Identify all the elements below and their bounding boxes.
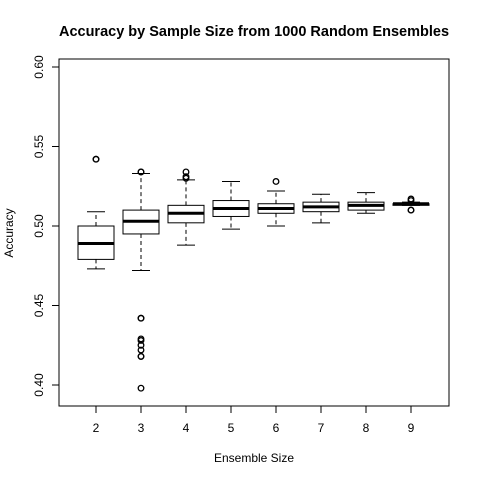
box-group-9 bbox=[392, 195, 430, 214]
box-group-8 bbox=[347, 192, 385, 214]
y-tick-label: 0.50 bbox=[32, 214, 46, 238]
x-tick-label: 4 bbox=[183, 421, 190, 435]
plot-area-border bbox=[58, 58, 450, 407]
box-group-7 bbox=[302, 193, 340, 224]
y-axis: 0.40 0.45 0.50 0.55 0.60 bbox=[32, 55, 60, 397]
box-group-3 bbox=[122, 168, 160, 392]
outlier-point bbox=[137, 168, 145, 176]
outlier-point bbox=[407, 206, 415, 214]
outlier-point bbox=[137, 352, 145, 360]
outlier-point bbox=[272, 178, 280, 185]
box-group-4 bbox=[167, 168, 205, 246]
chart-title: Accuracy by Sample Size from 1000 Random… bbox=[59, 24, 449, 40]
x-axis-label: Ensemble Size bbox=[214, 451, 294, 465]
outlier-point bbox=[137, 384, 145, 392]
outlier-point bbox=[137, 341, 145, 349]
y-tick-label: 0.45 bbox=[32, 293, 46, 317]
box-group-5 bbox=[212, 180, 250, 230]
outlier-point bbox=[92, 155, 100, 163]
outlier-point bbox=[137, 337, 145, 344]
x-tick-label: 8 bbox=[363, 421, 370, 435]
outlier-point bbox=[182, 174, 190, 182]
y-tick-label: 0.40 bbox=[32, 373, 46, 397]
x-tick-label: 3 bbox=[138, 421, 145, 435]
outlier-point bbox=[137, 346, 145, 354]
x-tick-label: 6 bbox=[273, 421, 280, 435]
x-tick-label: 7 bbox=[318, 421, 325, 435]
y-tick-label: 0.60 bbox=[32, 55, 46, 79]
x-axis: 2 3 4 5 6 7 8 9 bbox=[93, 405, 415, 435]
outlier-point bbox=[407, 197, 415, 205]
outlier-point bbox=[137, 314, 145, 322]
box-group-2 bbox=[77, 155, 115, 270]
x-tick-label: 2 bbox=[93, 421, 100, 435]
x-tick-label: 5 bbox=[228, 421, 235, 435]
boxes-layer bbox=[77, 155, 430, 392]
box-group-6 bbox=[257, 178, 295, 227]
y-tick-label: 0.55 bbox=[32, 134, 46, 158]
y-axis-label: Accuracy bbox=[2, 208, 16, 257]
x-tick-label: 9 bbox=[408, 421, 415, 435]
outlier-point bbox=[182, 168, 190, 176]
